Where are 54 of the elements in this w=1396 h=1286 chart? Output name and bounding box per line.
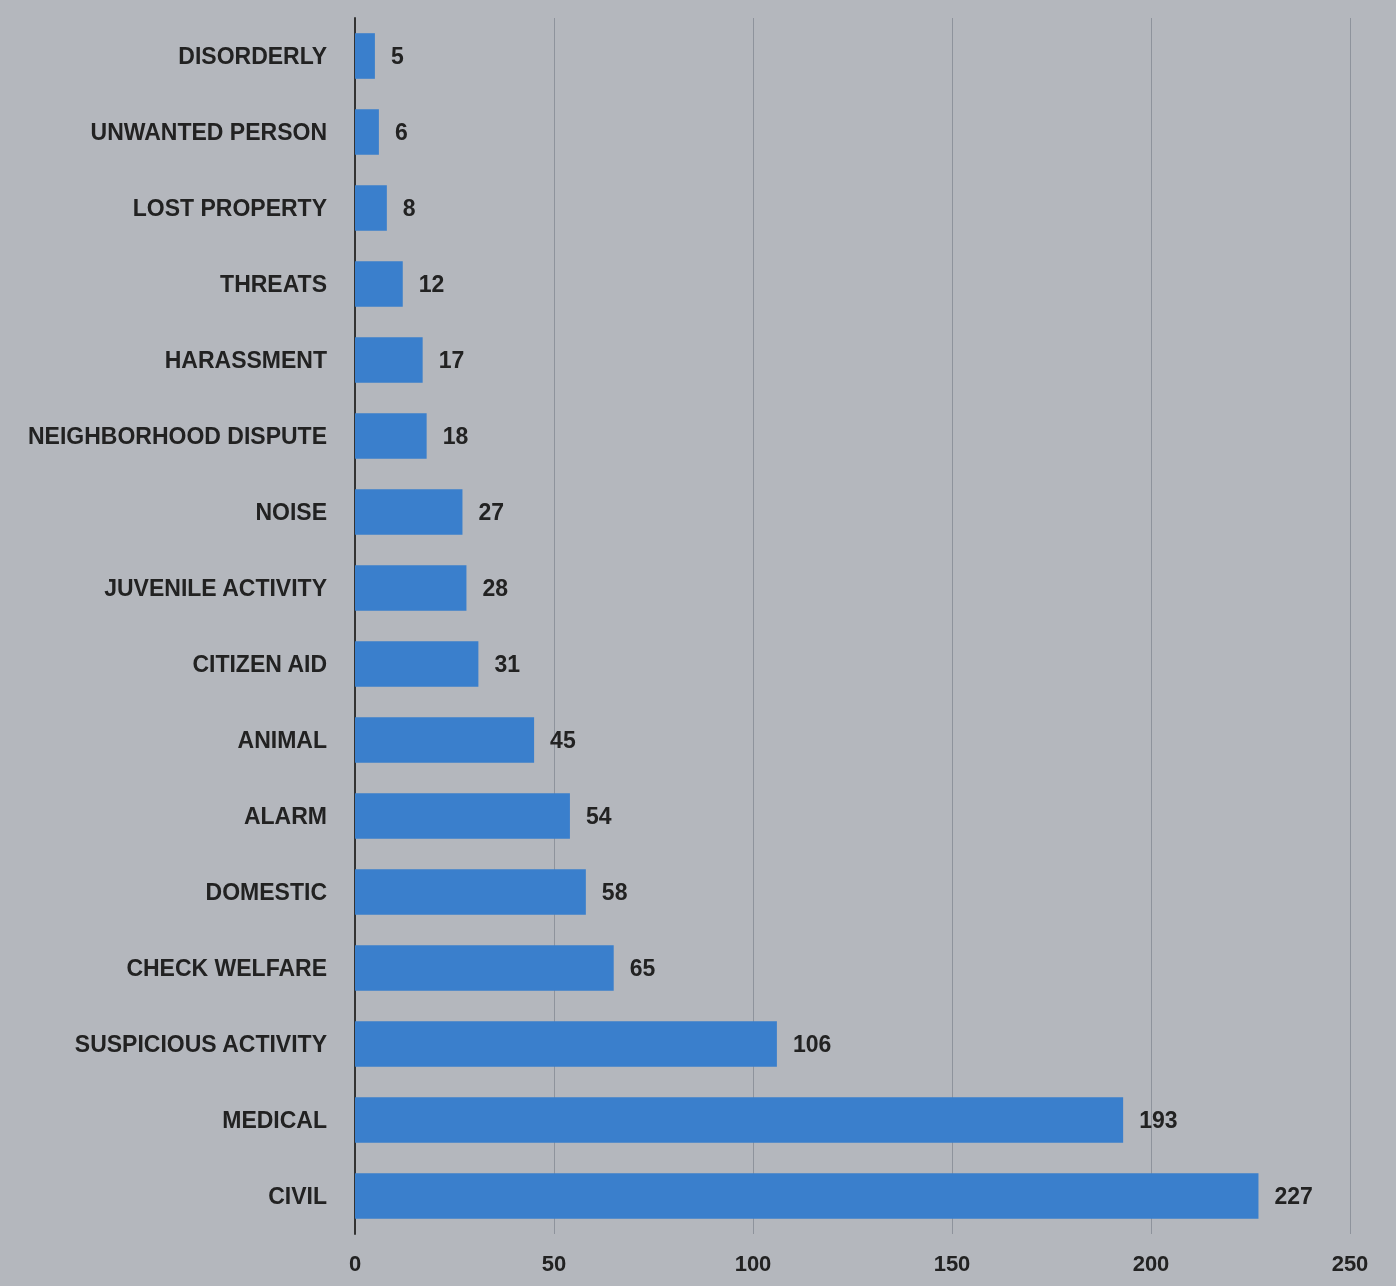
data-label: 18 (442, 423, 469, 449)
data-label: 5 (390, 43, 404, 69)
data-label: 31 (494, 651, 521, 677)
data-label: 28 (482, 575, 509, 601)
y-tick-label: LOST PROPERTY (132, 195, 327, 221)
bar (355, 337, 423, 383)
data-label: 65 (629, 955, 656, 981)
y-tick-label: THREATS (220, 271, 327, 297)
x-tick-label: 100 (734, 1250, 772, 1276)
bar (355, 109, 379, 155)
bar (355, 793, 570, 839)
y-tick-label: DISORDERLY (178, 43, 327, 69)
bar (355, 717, 535, 763)
bar (355, 945, 614, 991)
y-tick-label: SUSPICIOUS ACTIVITY (74, 1031, 327, 1057)
data-label: 6 (394, 119, 408, 145)
x-tick-label: 150 (933, 1250, 971, 1276)
bar (355, 1097, 1124, 1143)
y-tick-label: JUVENILE ACTIVITY (104, 575, 327, 601)
data-label: 227 (1274, 1183, 1313, 1209)
bar (355, 869, 586, 915)
bar (355, 1021, 777, 1067)
bar (355, 33, 375, 79)
y-tick-label: ALARM (243, 803, 327, 829)
y-tick-label: NOISE (255, 499, 327, 525)
bar (355, 565, 467, 611)
y-tick-label: NEIGHBORHOOD DISPUTE (27, 423, 327, 449)
x-tick-label: 0 (348, 1250, 362, 1276)
bar (355, 261, 403, 307)
y-tick-label: ANIMAL (237, 727, 327, 753)
y-tick-label: CIVIL (268, 1183, 327, 1209)
data-label: 45 (550, 727, 576, 753)
bar (355, 641, 479, 687)
y-tick-label: DOMESTIC (205, 879, 327, 905)
x-tick-label: 200 (1132, 1250, 1170, 1276)
y-tick-label: CITIZEN AID (192, 651, 327, 677)
data-label: 12 (418, 271, 445, 297)
x-tick-label: 250 (1331, 1250, 1369, 1276)
data-label: 58 (601, 879, 628, 905)
data-label: 106 (792, 1031, 832, 1057)
y-tick-label: HARASSMENT (164, 347, 327, 373)
data-label: 8 (402, 195, 416, 221)
data-label: 27 (478, 499, 505, 525)
y-tick-label: MEDICAL (222, 1107, 327, 1133)
y-tick-label: UNWANTED PERSON (90, 119, 327, 145)
y-tick-label: CHECK WELFARE (126, 955, 327, 981)
bar (355, 185, 387, 231)
bar (355, 1173, 1259, 1219)
data-label: 54 (585, 803, 612, 829)
bar (355, 489, 463, 535)
data-label: 17 (438, 347, 465, 373)
data-label: 193 (1139, 1107, 1178, 1133)
x-tick-label: 50 (541, 1250, 567, 1276)
bar (355, 413, 427, 459)
